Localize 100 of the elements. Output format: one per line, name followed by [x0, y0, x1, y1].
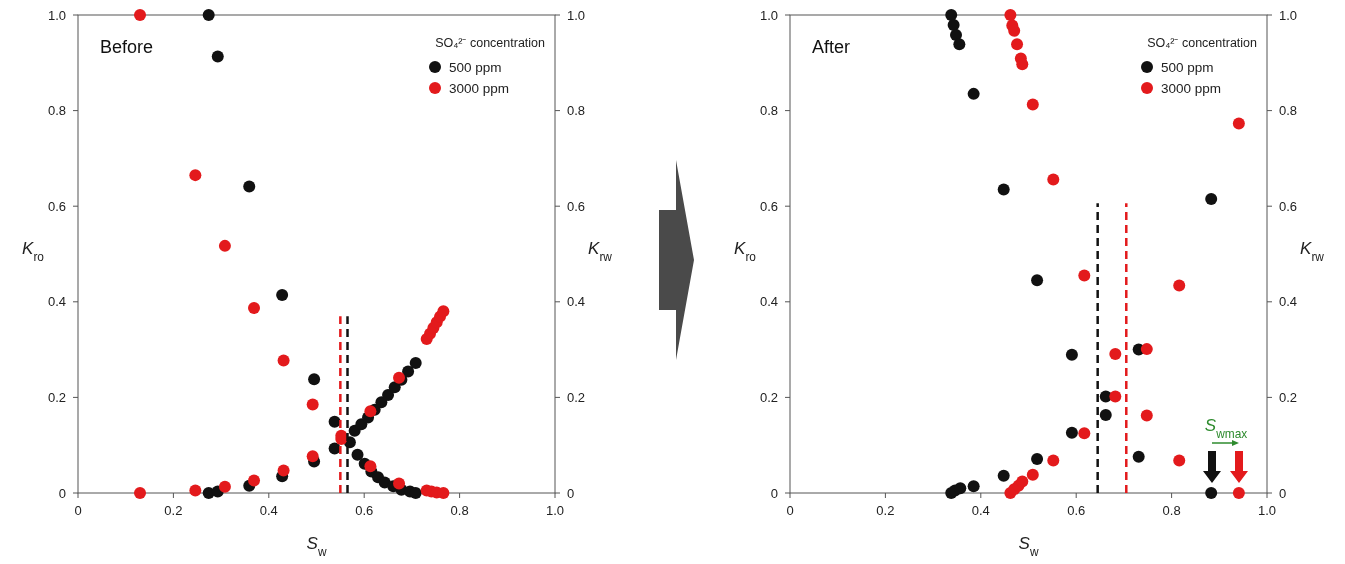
point — [1011, 38, 1024, 51]
y2-tick-label: 0.4 — [1279, 294, 1298, 310]
point — [967, 87, 980, 100]
point — [134, 487, 147, 499]
text: Before — [100, 37, 154, 57]
point — [1109, 347, 1122, 360]
point — [1026, 468, 1039, 481]
y-axis-title: K$_{ro}$ — [734, 239, 757, 264]
point — [1065, 426, 1078, 439]
point — [945, 9, 958, 21]
point — [1031, 274, 1044, 287]
y-tick-label: 0 — [770, 485, 778, 501]
x-tick-label: 0.8 — [450, 503, 469, 518]
point — [402, 365, 415, 378]
y2-tick-label: 0 — [567, 485, 575, 501]
point — [1016, 475, 1029, 488]
point — [218, 239, 231, 252]
point — [1004, 9, 1017, 21]
point — [364, 405, 377, 418]
y2-tick-label: 0.6 — [567, 198, 586, 214]
point — [997, 469, 1010, 482]
point — [382, 389, 395, 402]
legend-label: 500 ppm — [1161, 60, 1214, 75]
x-tick-label: 0.4 — [971, 503, 990, 518]
point — [243, 180, 256, 193]
point — [967, 480, 980, 493]
point — [1173, 279, 1186, 292]
x-tick-label: 1.0 — [545, 503, 565, 518]
point — [277, 464, 290, 477]
x-tick-label: 0.2 — [876, 503, 895, 518]
y2-tick-label: 1.0 — [567, 7, 586, 23]
y-tick-label: 1.0 — [47, 7, 66, 23]
point — [189, 484, 202, 497]
point — [1031, 453, 1044, 466]
y2-tick-label: 0.6 — [1279, 198, 1298, 214]
point — [364, 460, 377, 473]
y2-tick-label: 0.2 — [1279, 389, 1298, 405]
y2-tick-label: 1.0 — [1279, 7, 1298, 23]
point — [202, 9, 215, 21]
x-tick-label: 0.2 — [164, 503, 183, 518]
point — [248, 302, 261, 315]
x-tick-label: 0 — [786, 503, 794, 518]
point — [1065, 348, 1078, 361]
y-tick-label: 0.8 — [47, 103, 66, 119]
y2-tick-label: 0.4 — [567, 294, 586, 310]
point — [277, 354, 290, 367]
point — [276, 289, 289, 302]
y2-axis-title: K$_{rw}$ — [1300, 239, 1325, 264]
y-tick-label: 1.0 — [759, 7, 778, 23]
point — [1140, 343, 1153, 356]
legend-title: SO₄²⁻ concentration — [435, 36, 546, 50]
point — [409, 356, 422, 369]
point — [211, 50, 224, 63]
point — [306, 450, 319, 463]
legend-title: SO₄²⁻ concentration — [1147, 36, 1258, 50]
point — [1047, 454, 1060, 467]
point — [1016, 58, 1029, 71]
point — [306, 398, 319, 411]
point — [1140, 409, 1153, 422]
y2-axis-title: K$_{rw}$ — [588, 239, 613, 264]
point — [1232, 487, 1245, 499]
point — [437, 305, 450, 318]
y-tick-label: 0 — [58, 485, 66, 501]
x-tick-label: 0.6 — [355, 503, 374, 518]
point — [1232, 117, 1245, 130]
y-tick-label: 0.4 — [759, 294, 778, 310]
point — [1109, 390, 1122, 403]
point — [351, 448, 364, 461]
x-tick-label: 0 — [74, 503, 82, 518]
x-tick-label: 0.8 — [1162, 503, 1181, 518]
legend-label: 500 ppm — [449, 60, 502, 75]
point — [1078, 427, 1091, 440]
y-tick-label: 0.2 — [759, 389, 778, 405]
point — [189, 169, 202, 182]
point — [248, 474, 261, 487]
point — [1132, 450, 1145, 463]
point — [1205, 487, 1218, 499]
point — [328, 415, 341, 428]
point — [1078, 269, 1091, 282]
y-tick-label: 0.8 — [759, 103, 778, 119]
x-axis-title: S$_{w}$ — [1018, 534, 1039, 559]
y2-tick-label: 0 — [1279, 485, 1287, 501]
point — [308, 373, 321, 386]
point — [1173, 454, 1186, 467]
point — [134, 9, 147, 21]
point — [947, 19, 960, 32]
point — [1099, 409, 1112, 422]
annotation: S$_{wmax}$ — [1204, 416, 1248, 441]
y-tick-label: 0.2 — [47, 389, 66, 405]
point — [1047, 173, 1060, 186]
x-tick-label: 0.4 — [259, 503, 278, 518]
point — [997, 183, 1010, 196]
y-axis-title: K$_{ro}$ — [22, 239, 45, 264]
y-tick-label: 0.6 — [759, 198, 778, 214]
point — [1026, 98, 1039, 111]
legend-label: 3000 ppm — [449, 81, 510, 96]
y-tick-label: 0.4 — [47, 294, 66, 310]
x-tick-label: 1.0 — [1257, 503, 1277, 518]
text: After — [812, 37, 851, 57]
point — [1205, 193, 1218, 206]
